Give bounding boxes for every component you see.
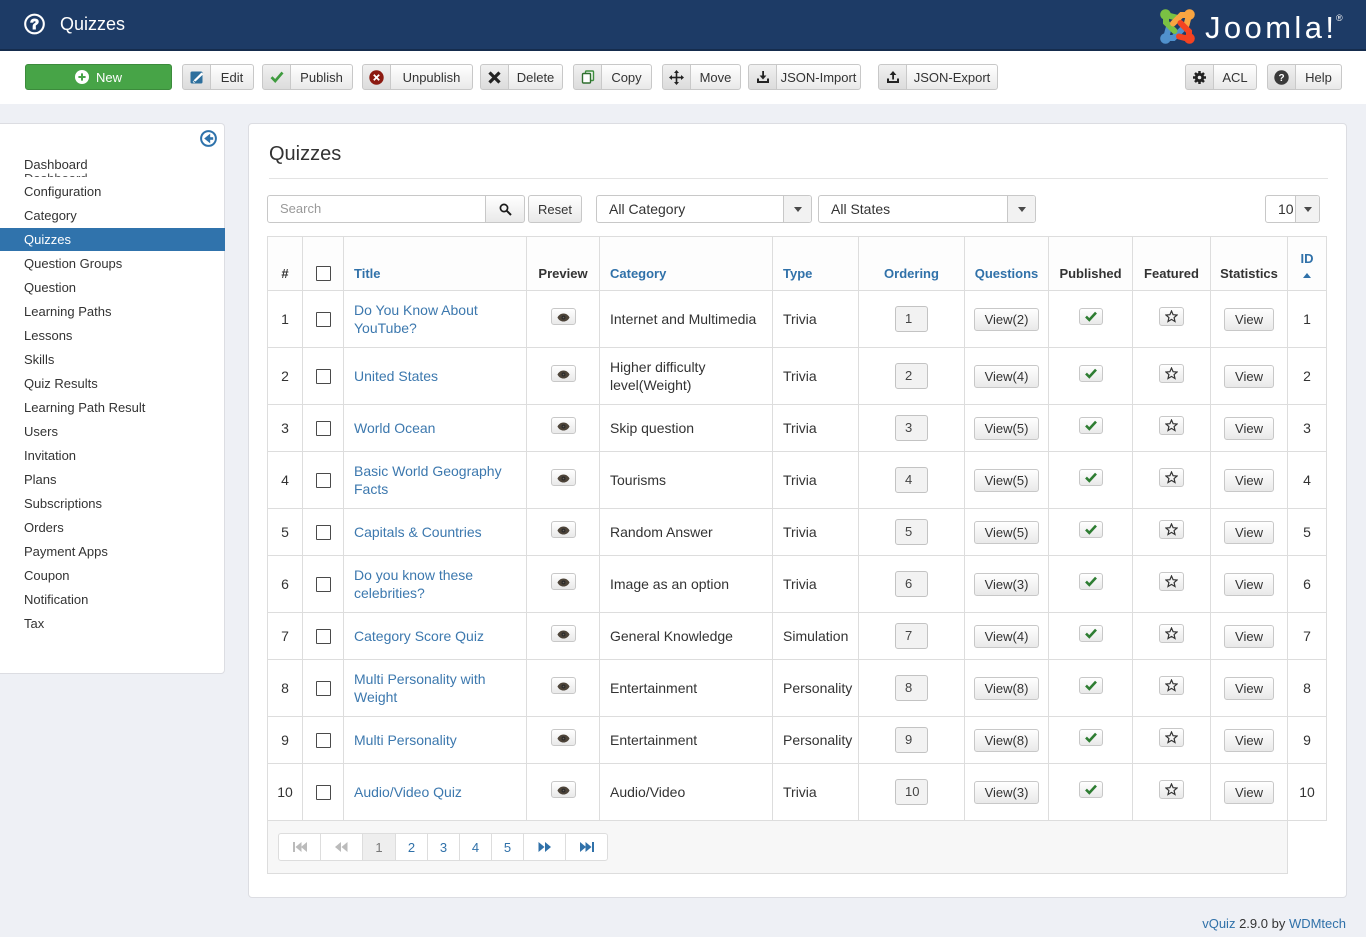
svg-text:®: ® [1336, 13, 1343, 23]
svg-text:Joomla!: Joomla! [1205, 10, 1334, 45]
svg-text:?: ? [1278, 73, 1284, 84]
svg-text:?: ? [30, 17, 39, 33]
